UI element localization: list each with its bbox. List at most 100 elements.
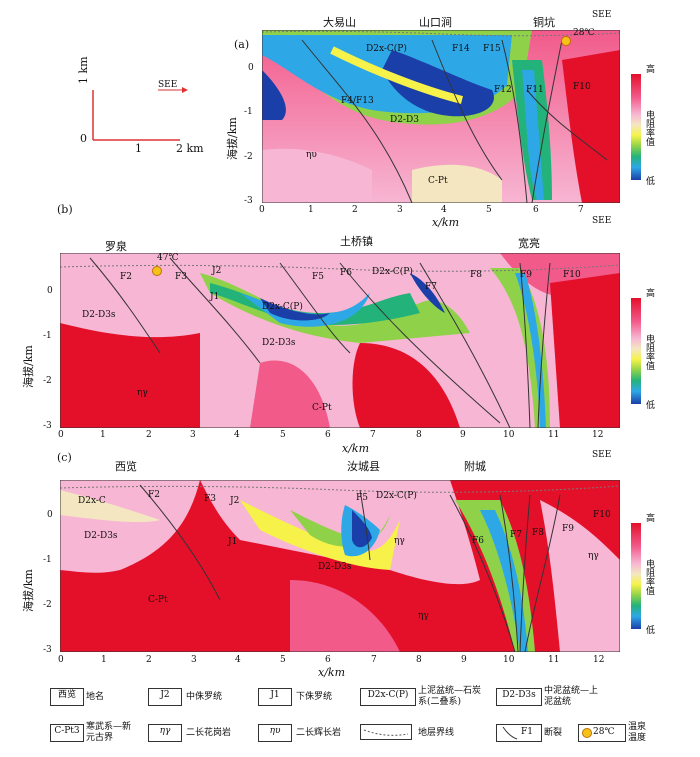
panel-c-fault: F7 <box>510 530 522 540</box>
panel-c-fault: F3 <box>204 494 216 504</box>
panel-a-colorbar-label: 电阻率值 <box>644 110 654 146</box>
panel-b-unit: J2 <box>212 266 222 276</box>
panel-c-fault: F6 <box>472 536 484 546</box>
panel-b-section <box>60 253 620 428</box>
panel-c-xtick: 8 <box>416 655 422 665</box>
legend-symbol: D2x-C(P) <box>360 688 416 706</box>
panel-b-direction: SEE <box>592 216 612 226</box>
panel-c-xtick: 12 <box>593 655 605 665</box>
panel-b-xtick: 2 <box>146 430 152 440</box>
panel-b-ytick: -3 <box>43 421 52 431</box>
legend-text: 中侏罗统 <box>186 692 223 702</box>
panel-c-xtick: 11 <box>548 655 560 665</box>
panel-c-unit: ηγ <box>418 611 429 621</box>
panel-b-temperature: 47℃ <box>157 253 179 263</box>
panel-a-temperature: 28℃ <box>573 28 595 38</box>
panel-b-fault: F9 <box>520 270 532 280</box>
panel-a-unit: D2x-C(P) <box>366 44 407 54</box>
panel-c-unit: ηγ <box>394 536 405 546</box>
panel-a-direction: SEE <box>592 10 612 20</box>
panel-c-unit: J1 <box>228 537 238 547</box>
panel-b-xtick: 11 <box>548 430 560 440</box>
panel-c-xtick: 10 <box>503 655 515 665</box>
panel-b-colorbar-high: 高 <box>644 288 654 297</box>
panel-a-ytick: -2 <box>244 152 253 162</box>
panel-b-xtick: 9 <box>460 430 466 440</box>
legend-symbol: C-Pt3 <box>50 724 84 742</box>
panel-b-xtick: 8 <box>416 430 422 440</box>
panel-a-fault: F4/F13 <box>341 96 374 106</box>
scale-bar-axes <box>92 87 188 141</box>
panel-b-colorbar <box>631 298 641 404</box>
panel-c-unit: D2-D3s <box>318 562 352 572</box>
panel-c-unit: C-Pt <box>148 595 168 605</box>
panel-b-ytick: -1 <box>43 331 52 341</box>
panel-b-xtick: 5 <box>280 430 286 440</box>
panel-a-place: 大易山 <box>323 16 356 29</box>
panel-b-id: (b) <box>57 203 73 216</box>
panel-a-ytick: -1 <box>244 107 253 117</box>
panel-b-place: 土桥镇 <box>340 235 373 248</box>
panel-a-xlabel: x/km <box>432 216 460 229</box>
panel-b-fault: F5 <box>312 272 324 282</box>
panel-a-xtick: 4 <box>441 205 447 215</box>
panel-b-xtick: 4 <box>234 430 240 440</box>
panel-b-unit: D2-D3s <box>82 310 116 320</box>
legend-text: 地名 <box>86 692 105 702</box>
panel-a-unit: D2-D3 <box>390 115 419 125</box>
panel-c-unit: D2-D3s <box>84 531 118 541</box>
panel-a-xtick: 0 <box>259 205 265 215</box>
panel-b-ytick: -2 <box>43 376 52 386</box>
panel-b-fault: F8 <box>470 270 482 280</box>
panel-c-xtick: 9 <box>461 655 467 665</box>
panel-c-place: 西览 <box>115 460 137 473</box>
panel-c-place: 附城 <box>464 460 486 473</box>
panel-b-xtick: 7 <box>370 430 376 440</box>
panel-c-xtick: 4 <box>235 655 241 665</box>
panel-b-unit: D2x-C(P) <box>372 267 413 277</box>
panel-a-fault: F12 <box>494 85 512 95</box>
panel-a-unit: C-Pt <box>428 176 448 186</box>
legend-text: 中泥盆统—上泥盆统 <box>544 686 599 707</box>
panel-b-fault: F6 <box>340 268 352 278</box>
panel-a-xtick: 2 <box>352 205 358 215</box>
panel-c-ytick: -2 <box>43 600 52 610</box>
legend-text: 二长辉长岩 <box>296 728 342 738</box>
scale-two: 2 km <box>176 142 204 155</box>
panel-c-colorbar-high: 高 <box>644 513 654 522</box>
panel-a-section <box>262 30 620 203</box>
panel-b-unit: C-Pt <box>312 403 332 413</box>
panel-c-direction: SEE <box>592 450 612 460</box>
panel-a-colorbar <box>631 74 641 180</box>
panel-a-fault: F10 <box>573 82 591 92</box>
panel-b-xtick: 0 <box>58 430 64 440</box>
hot-spring-icon <box>561 36 571 46</box>
panel-a-xtick: 6 <box>533 205 539 215</box>
panel-c-ytick: -1 <box>43 555 52 565</box>
legend-text: 地层界线 <box>418 728 455 738</box>
panel-b-fault: F10 <box>563 270 581 280</box>
panel-b-xtick: 10 <box>503 430 515 440</box>
scale-zero: 0 <box>80 132 87 145</box>
legend-symbol: ηγ <box>148 724 182 742</box>
panel-c-section <box>60 480 620 652</box>
legend-symbol: 28℃ <box>593 727 615 737</box>
panel-b-fault: F2 <box>120 272 132 282</box>
panel-c-unit: J2 <box>230 496 240 506</box>
fault-symbol: F1 <box>496 724 542 742</box>
panel-c-colorbar-label: 电阻率值 <box>644 559 654 595</box>
panel-b-place: 罗泉 <box>105 240 127 253</box>
panel-b-xtick: 6 <box>325 430 331 440</box>
panel-c-ytick: 0 <box>47 510 53 520</box>
panel-b-xtick: 1 <box>100 430 106 440</box>
panel-c-id: (c) <box>57 451 72 464</box>
panel-a-ytick: -3 <box>244 196 253 206</box>
legend-text: 上泥盆统—石炭系(二叠系) <box>418 686 482 707</box>
panel-c-xtick: 7 <box>371 655 377 665</box>
panel-b-colorbar-label: 电阻率值 <box>644 334 654 370</box>
panel-c-xtick: 0 <box>58 655 64 665</box>
panel-a-colorbar-high: 高 <box>644 64 654 73</box>
panel-a-unit: ηυ <box>306 150 317 160</box>
panel-a-fault: F14 <box>452 44 470 54</box>
panel-a-id: (a) <box>234 38 250 51</box>
